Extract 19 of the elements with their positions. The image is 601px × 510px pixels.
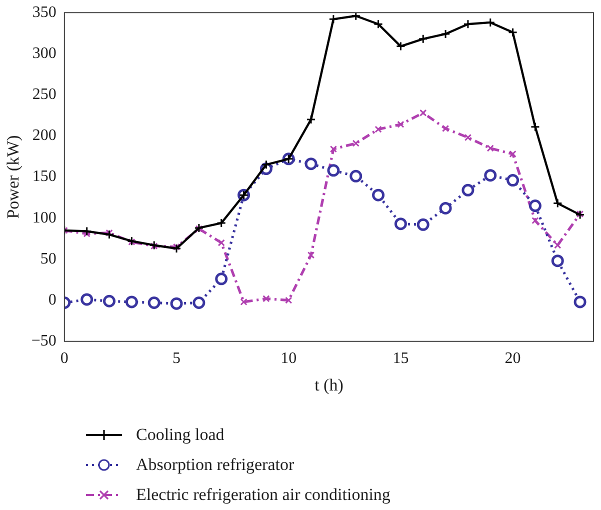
y-tick-label: 0 xyxy=(48,292,56,309)
y-axis-title: Power (kW) xyxy=(4,135,23,219)
x-tick-label: 15 xyxy=(392,350,409,368)
x-tick-label: 0 xyxy=(60,350,68,368)
legend-label: Cooling load xyxy=(136,425,224,445)
y-tick-label: 100 xyxy=(32,209,56,226)
x-axis-title: t (h) xyxy=(314,375,344,394)
y-tick-label: 150 xyxy=(32,168,56,186)
x-tick-label: 20 xyxy=(504,350,521,368)
x-tick-label: 10 xyxy=(280,350,297,368)
y-tick-label: 350 xyxy=(32,4,56,21)
legend-label: Absorption refrigerator xyxy=(136,455,294,475)
y-tick-label: 300 xyxy=(32,44,56,62)
y-tick-label: 200 xyxy=(32,127,56,144)
y-tick-label: 50 xyxy=(40,250,56,268)
y-tick-label: −50 xyxy=(31,332,56,350)
y-tick-label: 250 xyxy=(32,86,56,104)
legend-label: Electric refrigeration air conditioning xyxy=(136,485,390,505)
x-tick-label: 5 xyxy=(172,350,181,368)
